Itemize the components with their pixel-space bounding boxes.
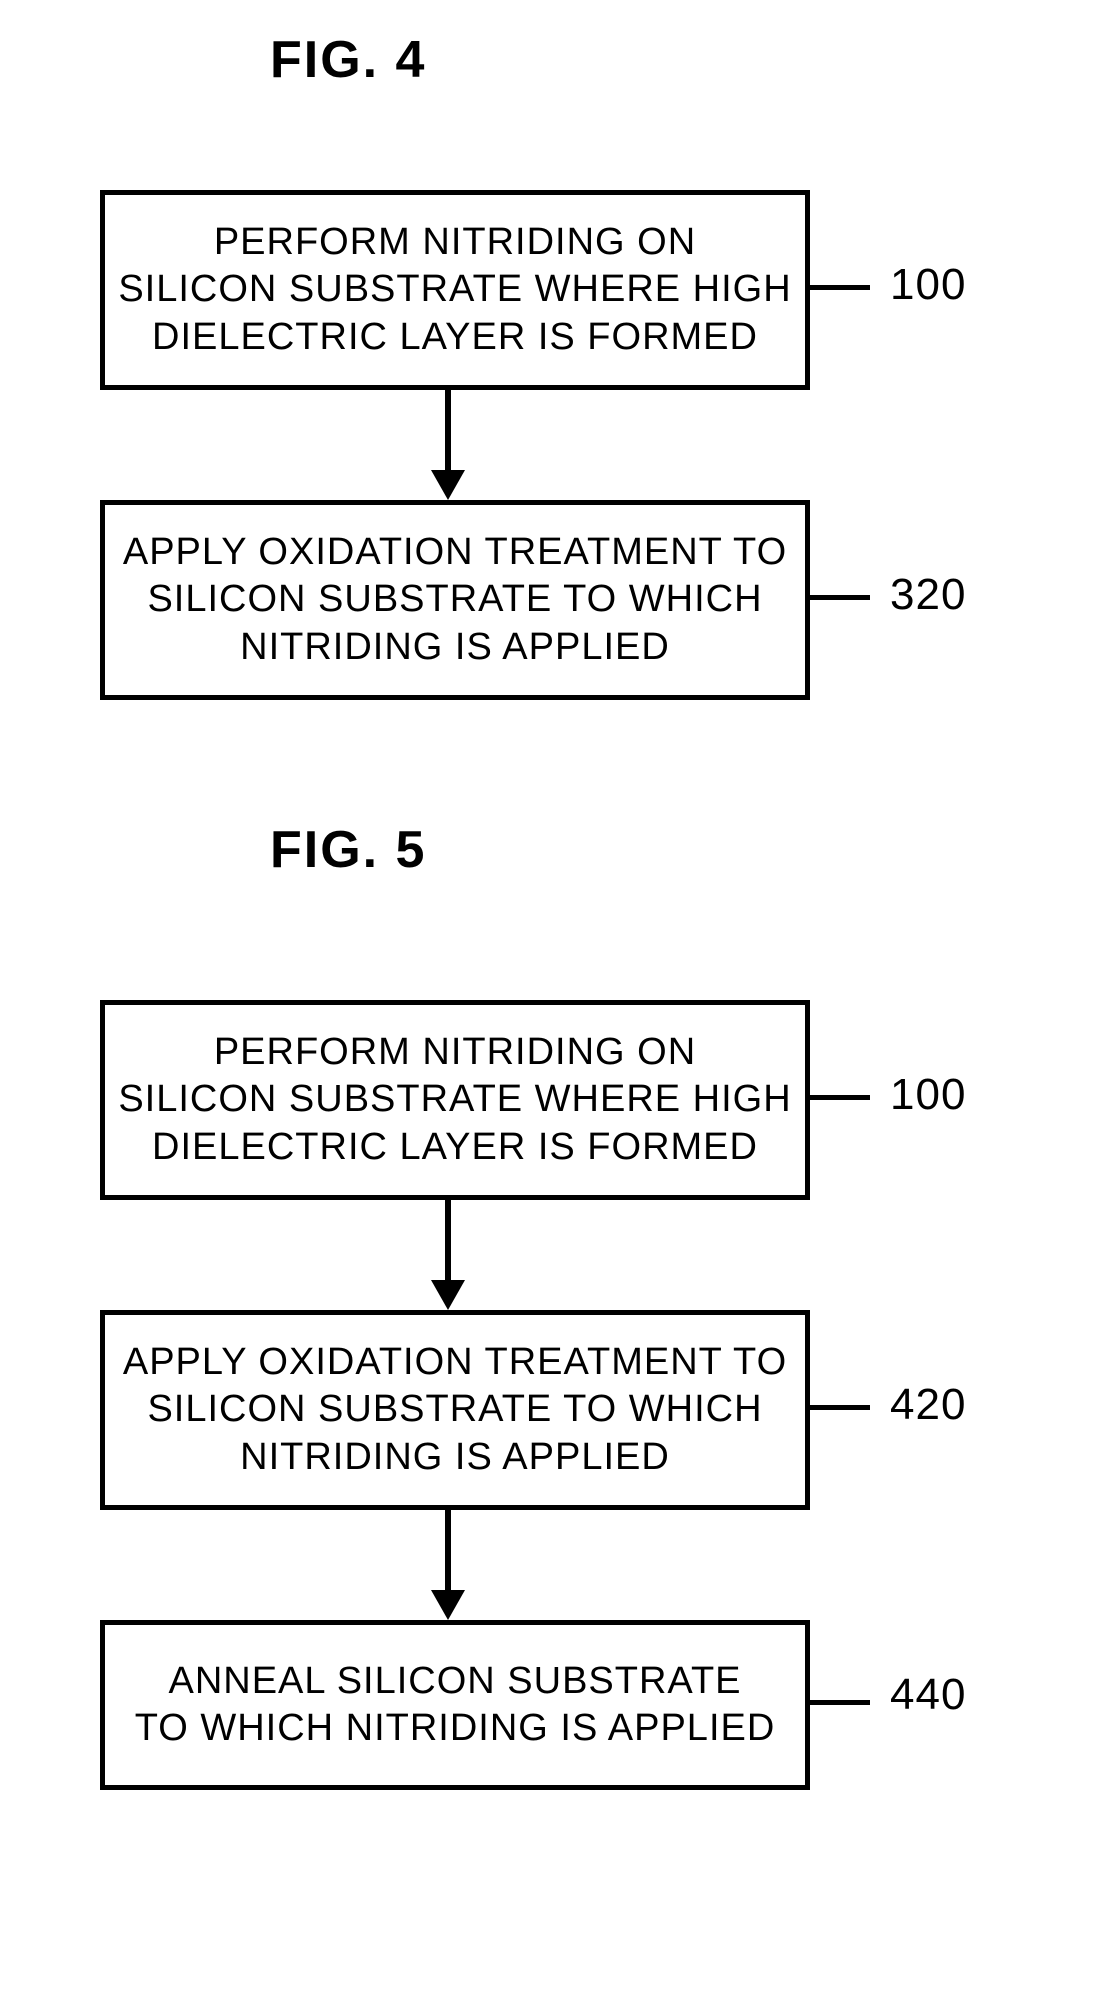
fig5-ref-line-100 <box>805 1095 870 1100</box>
fig4-arrow-1-stem <box>445 385 451 475</box>
fig5-step-100: PERFORM NITRIDING ON SILICON SUBSTRATE W… <box>100 1000 810 1200</box>
fig5-ref-440: 440 <box>890 1670 966 1720</box>
fig5-arrow-1-stem <box>445 1195 451 1285</box>
fig5-ref-100: 100 <box>890 1070 966 1120</box>
fig5-step-440-text: ANNEAL SILICON SUBSTRATE TO WHICH NITRID… <box>135 1658 776 1753</box>
fig4-step-320: APPLY OXIDATION TREATMENT TO SILICON SUB… <box>100 500 810 700</box>
fig5-step-440: ANNEAL SILICON SUBSTRATE TO WHICH NITRID… <box>100 1620 810 1790</box>
fig5-arrow-2-stem <box>445 1505 451 1595</box>
fig5-ref-line-420 <box>805 1405 870 1410</box>
fig4-ref-line-320 <box>805 595 870 600</box>
fig5-title: FIG. 5 <box>270 820 426 880</box>
fig5-arrow-2-head <box>431 1590 465 1620</box>
page: FIG. 4 PERFORM NITRIDING ON SILICON SUBS… <box>0 0 1111 2016</box>
fig5-step-100-text: PERFORM NITRIDING ON SILICON SUBSTRATE W… <box>118 1029 791 1172</box>
fig4-step-100-text: PERFORM NITRIDING ON SILICON SUBSTRATE W… <box>118 219 791 362</box>
fig4-step-100: PERFORM NITRIDING ON SILICON SUBSTRATE W… <box>100 190 810 390</box>
fig4-arrow-1-head <box>431 470 465 500</box>
fig5-step-420-text: APPLY OXIDATION TREATMENT TO SILICON SUB… <box>123 1339 787 1482</box>
fig4-step-320-text: APPLY OXIDATION TREATMENT TO SILICON SUB… <box>123 529 787 672</box>
fig4-ref-320: 320 <box>890 570 966 620</box>
fig4-title: FIG. 4 <box>270 30 426 90</box>
fig5-ref-line-440 <box>805 1700 870 1705</box>
fig5-arrow-1-head <box>431 1280 465 1310</box>
fig4-ref-line-100 <box>805 285 870 290</box>
fig4-ref-100: 100 <box>890 260 966 310</box>
fig5-step-420: APPLY OXIDATION TREATMENT TO SILICON SUB… <box>100 1310 810 1510</box>
fig5-ref-420: 420 <box>890 1380 966 1430</box>
